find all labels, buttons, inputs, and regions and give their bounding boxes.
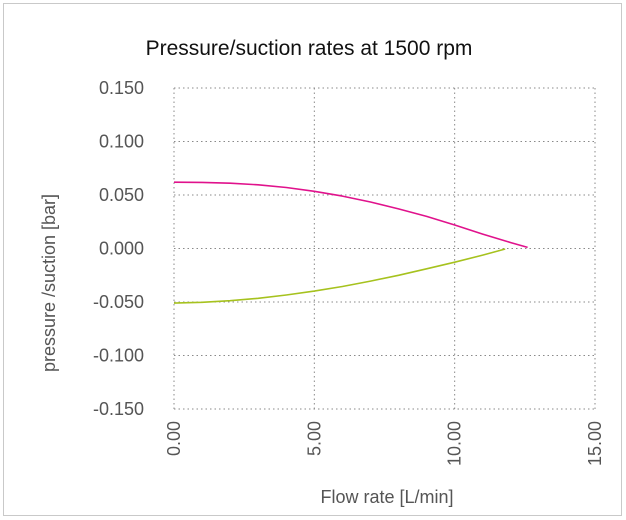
x-tick-label: 5.00 <box>304 421 324 456</box>
y-tick-label: 0.050 <box>99 185 144 205</box>
y-tick-label: -0.050 <box>93 292 144 312</box>
y-tick-labels: 0.150 0.100 0.050 0.000 -0.050 -0.100 -0.150 <box>93 78 144 419</box>
line-chart: Pressure/suction rates at 1500 rpm 0.150… <box>39 37 605 507</box>
y-tick-label: 0.000 <box>99 239 144 259</box>
chart-frame: Pressure/suction rates at 1500 rpm 0.150… <box>3 3 622 516</box>
x-tick-labels: 0.00 5.00 10.00 15.00 <box>164 421 605 466</box>
series-line-1 <box>173 181 528 249</box>
y-tick-label: 0.100 <box>99 132 144 152</box>
chart-title: Pressure/suction rates at 1500 rpm <box>146 37 473 60</box>
x-tick-label: 15.00 <box>585 421 605 466</box>
series-lines <box>173 181 528 304</box>
y-tick-label: 0.150 <box>99 78 144 98</box>
grid-lines <box>173 87 596 410</box>
series-line-2 <box>173 248 506 304</box>
x-tick-label: 0.00 <box>164 421 184 456</box>
x-tick-label: 10.00 <box>445 421 465 466</box>
x-axis-label: Flow rate [L/min] <box>320 487 453 507</box>
y-axis-label: pressure /suction [bar] <box>39 194 59 372</box>
y-tick-label: -0.100 <box>93 346 144 366</box>
y-tick-label: -0.150 <box>93 399 144 419</box>
